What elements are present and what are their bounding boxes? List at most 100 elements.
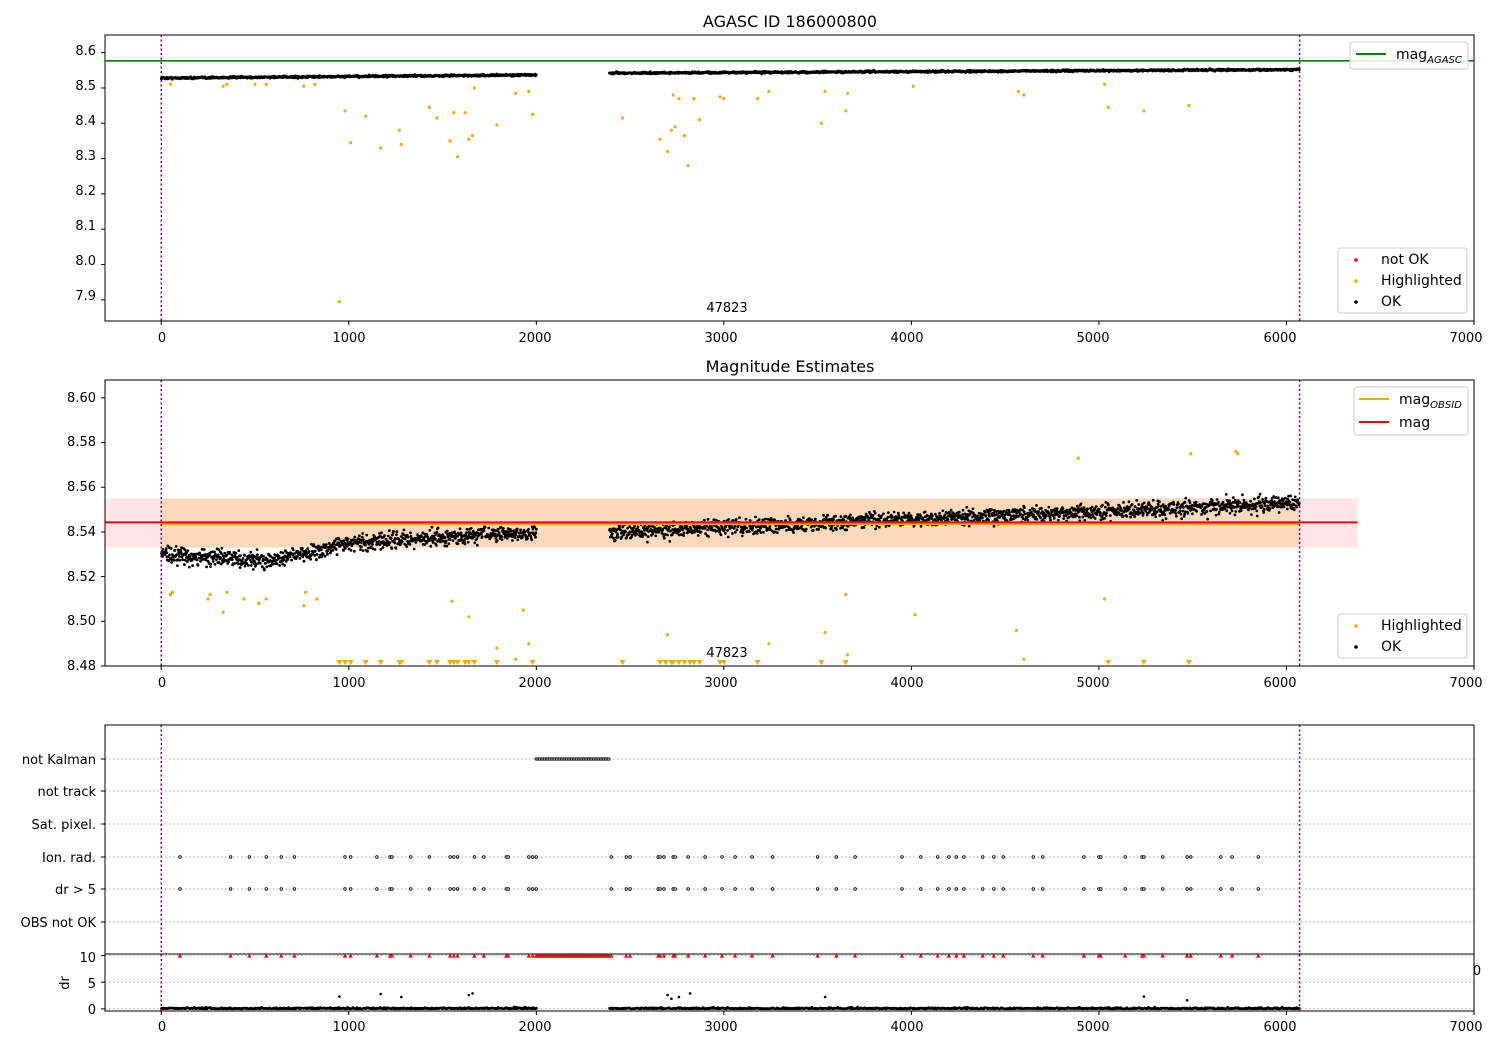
- ok-point: [366, 550, 369, 553]
- ok-point: [616, 533, 619, 536]
- ok-point: [306, 547, 309, 550]
- ok-point: [824, 527, 827, 530]
- highlighted-point: [687, 164, 690, 167]
- highlighted-point: [398, 129, 401, 132]
- ok-point: [1173, 503, 1176, 506]
- ok-point: [530, 535, 533, 538]
- ok-point: [361, 532, 364, 535]
- ok-point: [700, 531, 703, 534]
- ok-point: [1157, 505, 1160, 508]
- legend-point-swatch: [1354, 300, 1358, 304]
- ok-point: [723, 528, 726, 531]
- ok-point: [292, 548, 295, 551]
- ok-point: [1080, 503, 1083, 506]
- ok-point: [352, 543, 355, 546]
- ok-point: [170, 561, 173, 564]
- ok-point: [731, 532, 734, 535]
- highlighted-point: [666, 150, 669, 153]
- ok-point: [1094, 517, 1097, 520]
- ok-point: [256, 548, 259, 551]
- ok-point: [1151, 506, 1154, 509]
- ok-point: [686, 525, 689, 528]
- ok-point: [213, 557, 216, 560]
- ok-point: [882, 513, 885, 516]
- ok-point: [646, 541, 649, 544]
- ok-point: [299, 551, 302, 554]
- ok-point: [247, 564, 250, 567]
- ok-point: [262, 555, 265, 558]
- ok-point: [764, 518, 767, 521]
- ok-point: [1049, 516, 1052, 519]
- ok-point: [668, 540, 671, 543]
- highlighted-point: [225, 83, 228, 86]
- ok-point: [215, 558, 218, 561]
- highlighted-point: [912, 85, 915, 88]
- ok-point: [428, 529, 431, 532]
- ok-point: [720, 533, 723, 536]
- ok-point: [395, 530, 398, 533]
- ok-point: [1076, 514, 1079, 517]
- ok-point: [965, 506, 968, 509]
- ok-point: [388, 529, 391, 532]
- ok-point: [1105, 512, 1108, 515]
- x-tick-label: 2000: [518, 331, 551, 346]
- ok-point: [391, 547, 394, 550]
- ok-point: [962, 509, 965, 512]
- ok-point: [920, 525, 923, 528]
- ok-point: [496, 539, 499, 542]
- ok-point: [535, 528, 538, 531]
- highlighted-point: [846, 92, 849, 95]
- ok-point: [878, 526, 881, 529]
- ok-point: [303, 560, 306, 563]
- ok-point: [203, 548, 206, 551]
- highlighted-point: [677, 97, 680, 100]
- ok-point: [360, 545, 363, 548]
- ok-point: [745, 518, 748, 521]
- highlighted-point: [527, 90, 530, 93]
- highlighted-point: [313, 83, 316, 86]
- ok-point: [445, 540, 448, 543]
- ok-point: [663, 537, 666, 540]
- ok-point: [476, 544, 479, 547]
- ok-point: [407, 536, 410, 539]
- ok-point: [501, 538, 504, 541]
- ok-point: [361, 536, 364, 539]
- ok-point: [325, 543, 328, 546]
- ok-point: [289, 556, 292, 559]
- ok-point: [362, 538, 365, 541]
- ok-point: [796, 525, 799, 528]
- ok-point: [447, 542, 450, 545]
- ok-point: [326, 553, 329, 556]
- ok-point: [710, 526, 713, 529]
- ok-point: [785, 529, 788, 532]
- ok-point: [313, 543, 316, 546]
- panel1-legend-lines: magAGASC: [1350, 42, 1468, 69]
- ok-point: [1158, 514, 1161, 517]
- ok-point: [500, 535, 503, 538]
- ok-point: [332, 549, 335, 552]
- ok-point: [362, 549, 365, 552]
- ok-point: [395, 547, 398, 550]
- ok-point: [1122, 515, 1125, 518]
- ok-point: [736, 529, 739, 532]
- ok-point: [181, 558, 184, 561]
- ok-point: [938, 512, 941, 515]
- ok-point: [817, 528, 820, 531]
- highlighted-point: [464, 111, 467, 114]
- y-tick-label: 7.9: [75, 289, 96, 304]
- ok-point: [1134, 505, 1137, 508]
- highlighted-point: [495, 123, 498, 126]
- ok-point: [533, 526, 536, 529]
- x-tick-label: 5000: [1076, 331, 1109, 346]
- ok-point: [344, 547, 347, 550]
- ok-point: [189, 555, 192, 558]
- ok-point: [988, 512, 991, 515]
- ok-point: [789, 519, 792, 522]
- x-tick-label: 3000: [704, 331, 737, 346]
- highlighted-point: [698, 118, 701, 121]
- ok-point: [516, 528, 519, 531]
- ok-point: [237, 562, 240, 565]
- ok-point: [651, 532, 654, 535]
- y-tick-label: 8.6: [75, 44, 96, 59]
- ok-point: [252, 568, 255, 571]
